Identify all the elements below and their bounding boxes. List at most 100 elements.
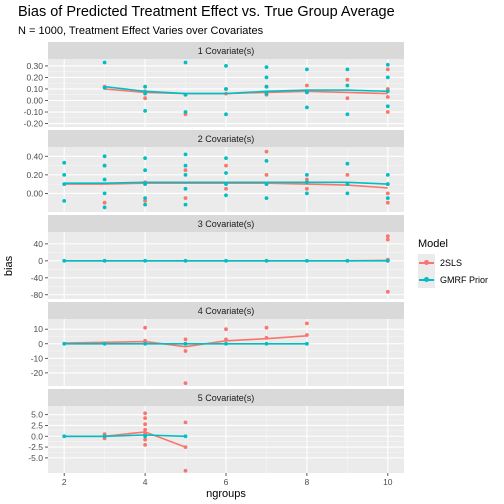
data-point [385,289,390,294]
data-point [143,84,148,89]
y-axis-label: bias [3,255,15,276]
x-tick-label: 6 [224,477,229,487]
y-tick-label: 0 [38,256,43,266]
data-point [183,186,188,191]
data-point [385,237,390,242]
data-point [385,67,390,72]
trend-line [64,434,186,438]
data-point [183,381,188,385]
x-tick-label: 2 [62,477,67,487]
data-point [264,341,269,346]
data-point [224,156,228,161]
y-tick-label: -5.0 [28,453,43,463]
data-point [62,341,67,346]
data-point [305,173,309,177]
data-point [264,65,269,69]
data-point [183,168,188,173]
facet-strip-label: 3 Covariate(s) [198,219,255,229]
data-point [385,182,390,187]
data-point [264,196,269,201]
y-tick-label: -2.5 [28,442,43,452]
data-point [143,182,148,187]
chart-title: Bias of Predicted Treatment Effect vs. T… [18,4,395,20]
data-point [264,84,269,89]
data-point [143,427,148,432]
data-point [305,333,309,337]
data-point [345,161,350,166]
data-point [102,205,107,210]
data-point [305,90,309,95]
facet-panels: 1 Covariate(s)-0.20-0.100.000.100.200.30… [24,42,404,473]
series-gmrf-prior [62,434,188,439]
data-point [224,258,228,263]
data-point [345,83,350,88]
data-point [345,173,350,177]
data-point [143,168,148,173]
data-point [305,186,309,191]
data-point [385,196,390,201]
data-point [143,109,148,113]
data-point [385,191,390,196]
y-tick-label: 0.20 [26,170,43,180]
data-point [224,337,228,342]
y-tick-label: 2.5 [31,420,43,430]
data-point [385,173,390,177]
y-tick-label: 0.10 [26,84,43,94]
x-axis: 2 4 6 8 10 [62,473,393,487]
data-point [143,411,148,416]
data-point [264,159,269,163]
y-tick-label: -20 [31,368,44,378]
data-point [183,196,188,201]
data-point [143,437,148,442]
data-point [62,434,67,439]
series-gmrf-prior [62,341,309,346]
data-point [305,105,309,110]
legend-item-2sls: 2SLS [418,254,502,271]
y-tick-label: 0 [38,339,43,349]
facet-1: 1 Covariate(s) -0.20 -0.10 0.000.10 0.200.30 [24,42,404,129]
facet-strip [48,215,404,232]
data-point [62,173,67,177]
data-point [102,177,107,182]
series-gmrf-prior [62,152,390,210]
data-point [143,196,148,201]
data-point [224,163,228,168]
facet-strip-label: 5 Covariate(s) [198,393,255,403]
chart-subtitle: N = 1000, Treatment Effect Varies over C… [18,25,264,37]
data-point [385,110,390,114]
panel-grid [48,59,404,127]
data-point [102,154,107,159]
data-point [183,163,188,168]
data-point [385,234,390,239]
legend-item-gmrf-prior: GMRF Prior [418,271,502,288]
data-point [102,341,107,346]
data-point [305,191,309,196]
data-point [345,112,350,117]
data-point [264,173,269,177]
facet-strip [48,389,404,406]
y-tick-label: 0.20 [26,72,43,82]
data-point [224,171,228,175]
data-point [345,258,350,263]
data-point [305,83,309,88]
data-point [183,468,188,473]
facet-4: 4 Covariate(s) -20 -10 0 10 [31,302,404,386]
data-point [305,180,309,185]
data-point [264,91,269,96]
facet-5: 5 Covariate(s) -5.0-2.50.02.55.0 [28,389,404,473]
data-point [305,258,309,263]
data-point [385,62,390,67]
facet-strip-label: 4 Covariate(s) [198,306,255,316]
facet-strip [48,130,404,147]
data-point [224,186,228,191]
data-point [143,422,148,427]
legend: Model 2SLS GMRF Prior [418,238,502,288]
data-point [183,202,188,207]
y-tick-label: 5.0 [31,410,43,420]
data-point [143,341,148,346]
data-point [385,75,390,80]
data-point [385,200,390,205]
y-tick-label: -10 [31,353,44,363]
facet-strip-label: 1 Covariate(s) [198,46,255,56]
